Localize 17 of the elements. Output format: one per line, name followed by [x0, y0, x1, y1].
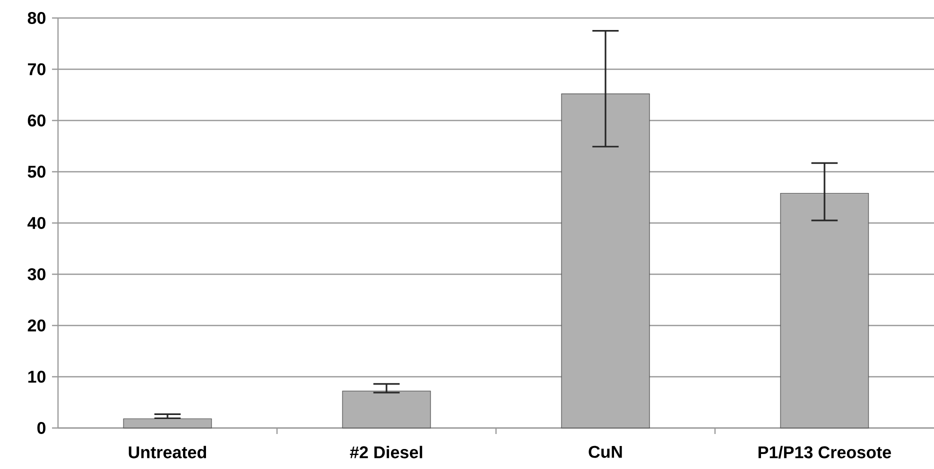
x-tick-label: P1/P13 Creosote: [758, 446, 891, 459]
y-tick-label: 20: [28, 319, 46, 332]
y-tick-label: 40: [27, 216, 46, 230]
y-tick-label: 30: [28, 268, 46, 280]
y-tick-label: 0: [37, 422, 46, 434]
x-tick-label: CuN: [588, 446, 622, 458]
y-tick-label: 60: [28, 114, 46, 127]
bar: [123, 418, 212, 428]
bar: [561, 94, 650, 428]
y-tick-label: 70: [28, 63, 46, 76]
y-tick-label: 80: [28, 12, 46, 24]
y-tick-label: 50: [28, 166, 46, 178]
bar: [342, 390, 431, 428]
x-tick-label: #2 Diesel: [350, 446, 422, 458]
y-tick-label: 10: [28, 370, 46, 383]
x-tick-label: Untreated: [128, 446, 206, 458]
bar: [780, 192, 869, 428]
